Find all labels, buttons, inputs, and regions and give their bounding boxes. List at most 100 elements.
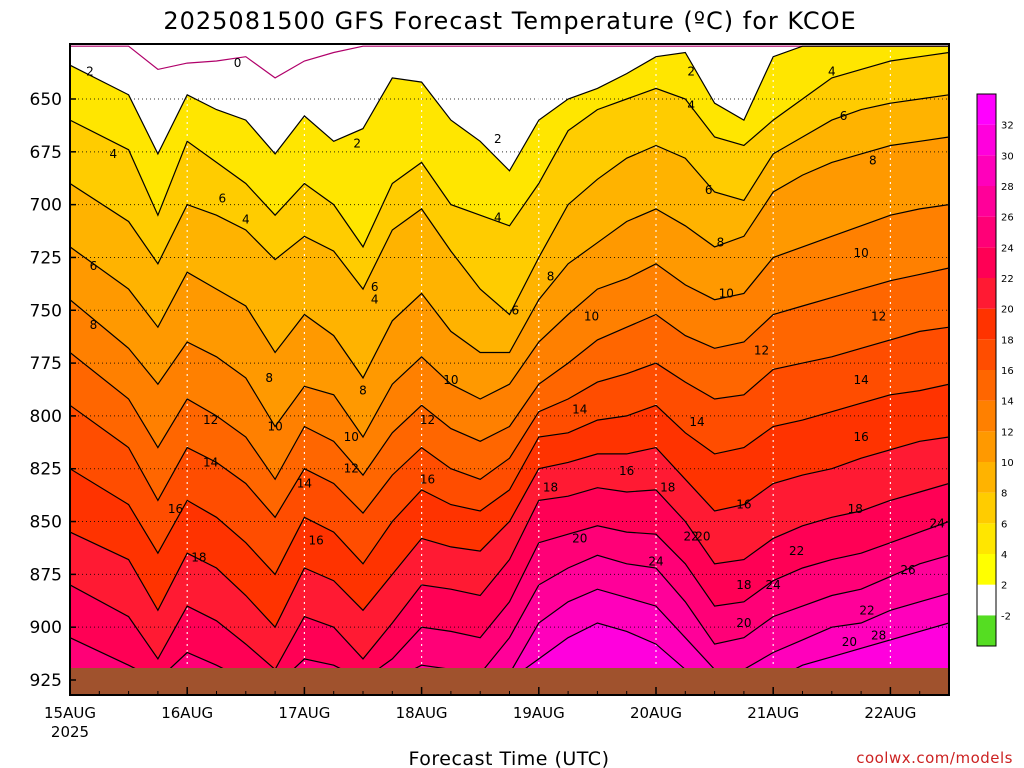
y-axis: 650 675 700 725 750 775 800 825 850 875 900 925 <box>30 90 76 691</box>
contour-label-12: 12 <box>344 462 359 476</box>
x-tick-label-19AUG: 19AUG <box>513 704 565 722</box>
contour-label-10: 10 <box>584 310 599 324</box>
colorbar-label-8: 8 <box>1001 489 1007 500</box>
contour-label-4: 4 <box>242 212 250 226</box>
contour-label-layer: 022 2244444466666688888810101010101012121… <box>86 56 945 649</box>
contour-label-12: 12 <box>420 413 435 427</box>
contour-label-16: 16 <box>308 534 323 548</box>
contour-label-4: 4 <box>494 210 502 224</box>
contour-label-8: 8 <box>265 371 273 385</box>
colorbar-label-20: 20 <box>1001 305 1014 316</box>
contour-label-12: 12 <box>754 343 769 357</box>
contour-label-24: 24 <box>648 555 663 569</box>
colorbar-cell-9 <box>977 339 996 370</box>
y-tick-label-825: 825 <box>30 460 62 480</box>
credit-link[interactable]: coolwx.com/models <box>856 749 1013 767</box>
isotherm-12 <box>70 267 949 481</box>
y-tick-label-850: 850 <box>30 513 62 533</box>
contour-label-20: 20 <box>736 616 751 630</box>
contour-label-18: 18 <box>736 578 751 592</box>
colorbar-cell-12 <box>977 247 996 278</box>
colorbar-label-32: 32 <box>1001 121 1014 132</box>
isotherm-8 <box>70 136 949 380</box>
colorbar-cell-14 <box>977 186 996 217</box>
isotherm-20 <box>70 482 949 671</box>
colorbar-cell-2 <box>977 554 996 585</box>
contour-label-6: 6 <box>512 303 520 317</box>
contour-label-12: 12 <box>871 310 886 324</box>
y-tick-label-900: 900 <box>30 618 62 638</box>
x-tick-label-17AUG: 17AUG <box>278 704 330 722</box>
isotherm-10 <box>70 204 949 439</box>
contour-label-10: 10 <box>853 246 868 260</box>
x-tick-label-18AUG: 18AUG <box>396 704 448 722</box>
colorbar-cell-11 <box>977 278 996 309</box>
colorbar-cell-17 <box>977 94 996 125</box>
contour-label-12: 12 <box>203 413 218 427</box>
contour-label-18: 18 <box>543 481 558 495</box>
contour-label-2: 2 <box>687 65 695 79</box>
temperature-fill-layer <box>70 44 949 695</box>
colorbar-label-14: 14 <box>1001 397 1014 408</box>
contour-label-2: 2 <box>494 132 502 146</box>
contour-label-8: 8 <box>547 269 555 283</box>
contour-label-14: 14 <box>297 477 312 491</box>
contour-label-16: 16 <box>168 502 183 516</box>
fill-band-24 <box>70 555 949 695</box>
y-tick-label-675: 675 <box>30 143 62 163</box>
contour-label-26: 26 <box>900 563 915 577</box>
contour-label-4: 4 <box>110 147 118 161</box>
colorbar-cell-16 <box>977 124 996 156</box>
colorbar-cell-13 <box>977 216 996 248</box>
colorbar-label--2: -2 <box>1001 611 1011 622</box>
x-tick-label-21AUG: 21AUG <box>747 704 799 722</box>
contour-label-14: 14 <box>203 455 218 469</box>
contour-label-16: 16 <box>853 430 868 444</box>
colorbar-label-4: 4 <box>1001 550 1007 561</box>
colorbar-label-6: 6 <box>1001 519 1007 530</box>
contour-label-20: 20 <box>572 531 587 545</box>
colorbar-cell-6 <box>977 431 996 462</box>
contour-label-10: 10 <box>719 286 734 300</box>
colorbar-label-28: 28 <box>1001 182 1014 193</box>
isotherm-4 <box>70 51 949 249</box>
colorbar-label-2: 2 <box>1001 581 1007 592</box>
y-tick-label-700: 700 <box>30 196 62 216</box>
x-axis: 15AUG 16AUG 17AUG 18AUG 19AUG 20AUG 21AUG 22AUG… <box>44 687 921 741</box>
contour-label-24: 24 <box>930 517 945 531</box>
y-tick-label-925: 925 <box>30 671 62 691</box>
contour-label-6: 6 <box>705 183 713 197</box>
y-tick-label-800: 800 <box>30 407 62 427</box>
colorbar-cell-0 <box>977 615 996 646</box>
x-tick-label-16AUG: 16AUG <box>161 704 213 722</box>
contour-label-6: 6 <box>219 191 227 205</box>
colorbar-cell-7 <box>977 400 996 432</box>
y-tick-label-775: 775 <box>30 354 62 374</box>
y-tick-label-875: 875 <box>30 565 62 585</box>
contour-label-16: 16 <box>736 498 751 512</box>
y-tick-label-650: 650 <box>30 90 62 110</box>
contour-label-4: 4 <box>687 98 695 112</box>
contour-label-10: 10 <box>267 419 282 433</box>
colorbar-cell-5 <box>977 462 996 493</box>
contour-label-0: 0 <box>234 56 242 70</box>
contour-label-18: 18 <box>191 550 206 564</box>
colorbar-cell-3 <box>977 523 996 554</box>
ground-fill <box>70 668 949 695</box>
contour-label-14: 14 <box>689 415 704 429</box>
colorbar-label-22: 22 <box>1001 274 1014 285</box>
contour-label-18: 18 <box>660 481 675 495</box>
contour-label-8: 8 <box>869 153 877 167</box>
colorbar-label-26: 26 <box>1001 213 1014 224</box>
x-tick-sublabel-year: 2025 <box>51 723 89 741</box>
contour-label-6: 6 <box>90 259 98 273</box>
contour-label-4: 4 <box>371 293 379 307</box>
contour-label-16: 16 <box>619 464 634 478</box>
colorbar-cell-1 <box>977 584 996 616</box>
x-tick-label-20AUG: 20AUG <box>630 704 682 722</box>
colorbar-label-24: 24 <box>1001 243 1014 254</box>
contour-label-22: 22 <box>859 603 874 617</box>
contour-label-24: 24 <box>766 578 781 592</box>
